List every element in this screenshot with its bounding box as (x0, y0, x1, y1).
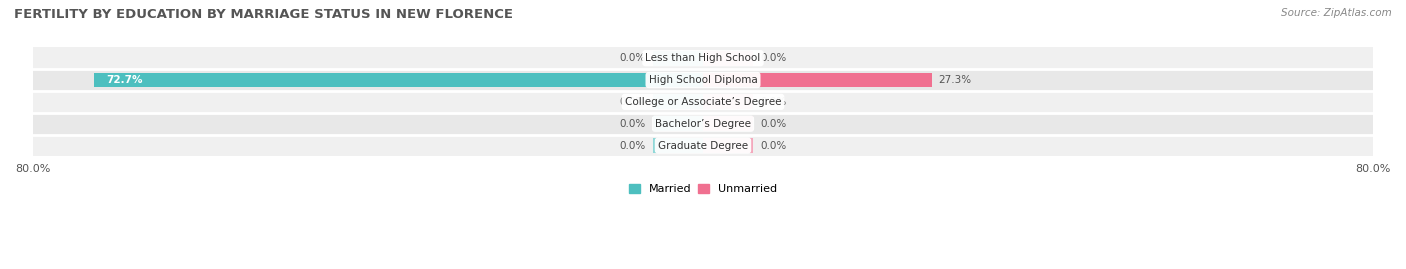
Bar (703, 116, 754, 131)
Bar (32, 47, 1374, 69)
Bar (703, 51, 754, 66)
Text: 0.0%: 0.0% (761, 53, 786, 63)
Bar (94, 73, 703, 87)
Bar (652, 138, 703, 153)
Text: 0.0%: 0.0% (620, 53, 645, 63)
Bar (32, 113, 1374, 134)
Text: College or Associate’s Degree: College or Associate’s Degree (624, 97, 782, 107)
Text: 72.7%: 72.7% (107, 75, 143, 85)
Text: Bachelor’s Degree: Bachelor’s Degree (655, 119, 751, 129)
Text: Less than High School: Less than High School (645, 53, 761, 63)
Bar (32, 69, 1374, 91)
Text: Graduate Degree: Graduate Degree (658, 140, 748, 151)
Bar (32, 134, 1374, 156)
Bar (703, 73, 932, 87)
Text: FERTILITY BY EDUCATION BY MARRIAGE STATUS IN NEW FLORENCE: FERTILITY BY EDUCATION BY MARRIAGE STATU… (14, 8, 513, 21)
Bar (652, 51, 703, 66)
Text: 0.0%: 0.0% (620, 97, 645, 107)
Text: 27.3%: 27.3% (938, 75, 972, 85)
Text: 0.0%: 0.0% (761, 140, 786, 151)
Text: 0.0%: 0.0% (620, 119, 645, 129)
Bar (652, 94, 703, 109)
Bar (703, 138, 754, 153)
Bar (652, 116, 703, 131)
Text: 0.0%: 0.0% (761, 97, 786, 107)
Text: Source: ZipAtlas.com: Source: ZipAtlas.com (1281, 8, 1392, 18)
Bar (703, 94, 754, 109)
Text: High School Diploma: High School Diploma (648, 75, 758, 85)
Text: 0.0%: 0.0% (620, 140, 645, 151)
Legend: Married, Unmarried: Married, Unmarried (627, 182, 779, 197)
Text: 0.0%: 0.0% (761, 119, 786, 129)
Bar (32, 91, 1374, 113)
